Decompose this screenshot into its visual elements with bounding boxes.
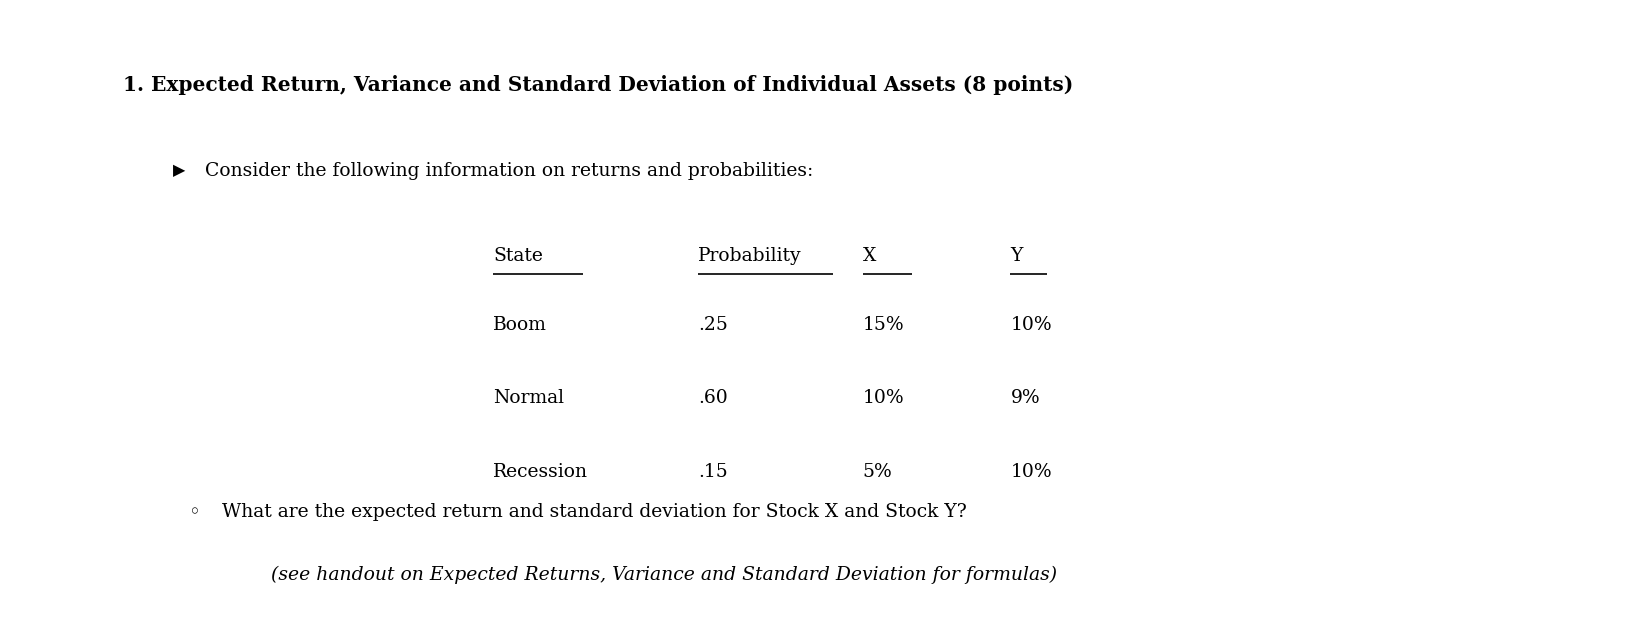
Text: ◦: ◦ — [189, 503, 200, 522]
Text: Probability: Probability — [698, 247, 802, 265]
Text: 5%: 5% — [863, 463, 892, 481]
Text: .60: .60 — [698, 389, 728, 408]
Text: .25: .25 — [698, 316, 728, 334]
Text: Recession: Recession — [493, 463, 588, 481]
Text: 10%: 10% — [1010, 463, 1052, 481]
Text: (see handout on Expected Returns, Variance and Standard Deviation for formulas): (see handout on Expected Returns, Varian… — [271, 566, 1056, 584]
Text: Y: Y — [1010, 247, 1024, 265]
Text: State: State — [493, 247, 542, 265]
Text: .15: .15 — [698, 463, 728, 481]
Text: 10%: 10% — [1010, 316, 1052, 334]
Text: ▶: ▶ — [173, 162, 184, 179]
Text: 10%: 10% — [863, 389, 904, 408]
Text: Normal: Normal — [493, 389, 564, 408]
Text: 1. Expected Return, Variance and Standard Deviation of Individual Assets (8 poin: 1. Expected Return, Variance and Standar… — [123, 75, 1073, 95]
Text: 15%: 15% — [863, 316, 904, 334]
Text: What are the expected return and standard deviation for Stock X and Stock Y?: What are the expected return and standar… — [222, 503, 966, 521]
Text: Consider the following information on returns and probabilities:: Consider the following information on re… — [205, 162, 813, 181]
Text: Boom: Boom — [493, 316, 547, 334]
Text: X: X — [863, 247, 876, 265]
Text: 9%: 9% — [1010, 389, 1040, 408]
